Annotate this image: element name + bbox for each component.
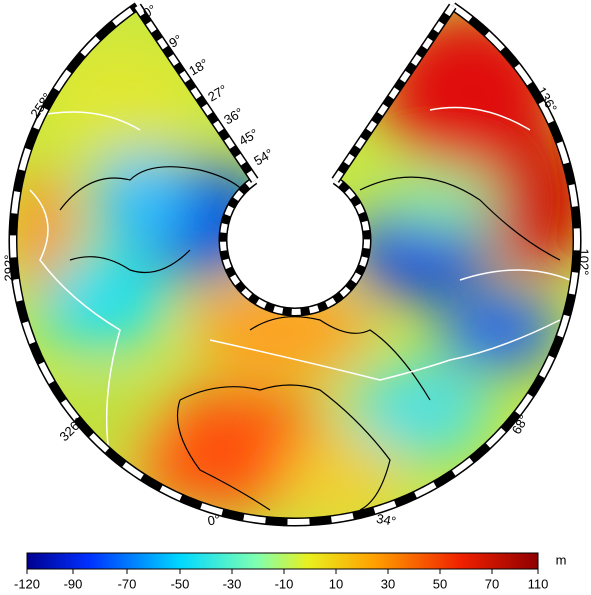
latitude-label: 18° — [186, 56, 211, 79]
geoid-field — [13, 6, 578, 522]
longitude-label: 0° — [206, 511, 221, 528]
latitude-label: 45° — [236, 126, 261, 149]
longitude-label: 102° — [577, 249, 591, 276]
colorbar-tick-label: -90 — [64, 576, 83, 591]
colorbar-tick-label: 50 — [433, 576, 447, 591]
colorbar-ticks: -120 -90 -70 -50 -30 -10 10 30 50 70 110 — [14, 569, 548, 591]
colorbar — [26, 552, 539, 570]
map-frame — [8, 2, 582, 527]
colorbar-tick-label: -50 — [171, 576, 190, 591]
colorbar-tick-label: 10 — [329, 576, 343, 591]
longitude-label: 34° — [375, 511, 397, 529]
colorbar-unit: m — [556, 552, 567, 567]
coastlines — [59, 166, 561, 511]
colorbar-tick-label: -30 — [223, 576, 242, 591]
colorbar-tick-label: 110 — [528, 576, 549, 591]
colorbar-tick-label: 70 — [485, 576, 499, 591]
colorbar-tick-label: -120 — [14, 576, 40, 591]
latitude-label: 54° — [251, 146, 276, 169]
colorbar-tick-label: -70 — [118, 576, 137, 591]
latitude-label: 27° — [205, 82, 230, 105]
colorbar-tick-label: -10 — [275, 576, 294, 591]
longitude-label: 292° — [1, 255, 16, 282]
latitude-label: 36° — [221, 105, 246, 128]
colorbar-tick-label: 30 — [381, 576, 395, 591]
